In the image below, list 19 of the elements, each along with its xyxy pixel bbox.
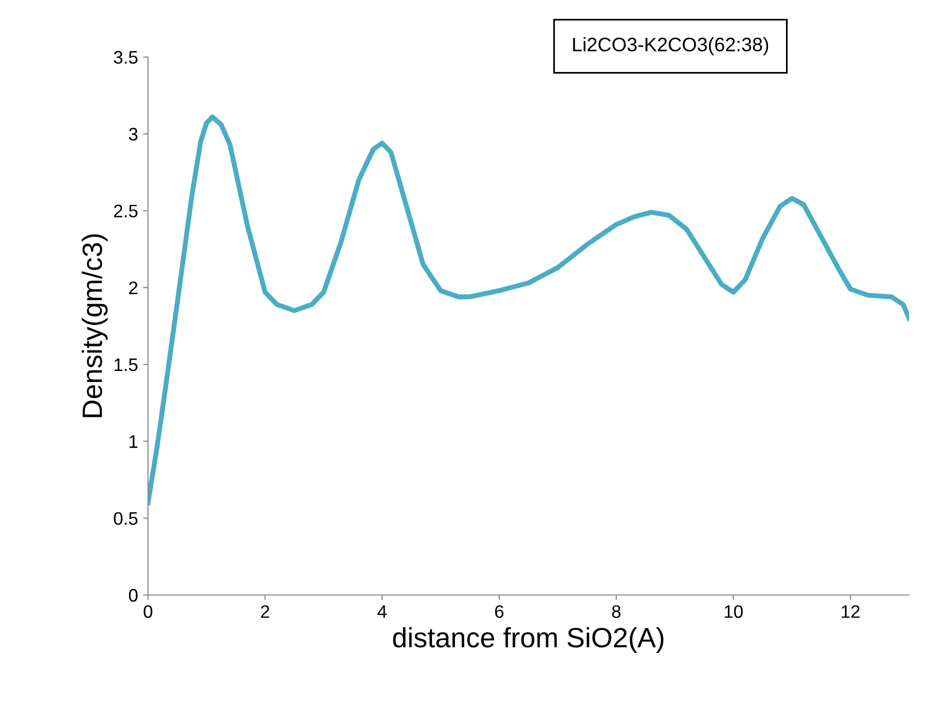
x-axis-title: distance from SiO2(A) bbox=[393, 627, 664, 653]
x-tick-label: 8 bbox=[612, 605, 621, 618]
text: Li2CO3-K2CO3(62:38) bbox=[573, 37, 768, 56]
line-series bbox=[148, 114, 909, 506]
x-tick-label: 0 bbox=[144, 605, 152, 618]
x-tick-label: 4 bbox=[378, 605, 387, 618]
y-axis-title: Density(gm/c3) bbox=[82, 234, 108, 418]
y-tick-label: 2.5 bbox=[114, 204, 138, 218]
y-tick-label: 3.5 bbox=[114, 50, 138, 64]
x-tick-label: 10 bbox=[724, 605, 743, 618]
y-tick-label: 2 bbox=[129, 282, 138, 294]
y-tick-label: 0 bbox=[128, 588, 138, 602]
y-tick-label: 3 bbox=[128, 128, 138, 141]
x-tick-label: 6 bbox=[495, 605, 504, 618]
y-tick-label: 0.5 bbox=[114, 512, 138, 525]
x-tick-label: 2 bbox=[260, 605, 270, 618]
y-tick-label: 1.5 bbox=[114, 358, 138, 372]
y-tick-label: 1 bbox=[130, 435, 138, 448]
x-tick-label: 12 bbox=[842, 605, 860, 618]
